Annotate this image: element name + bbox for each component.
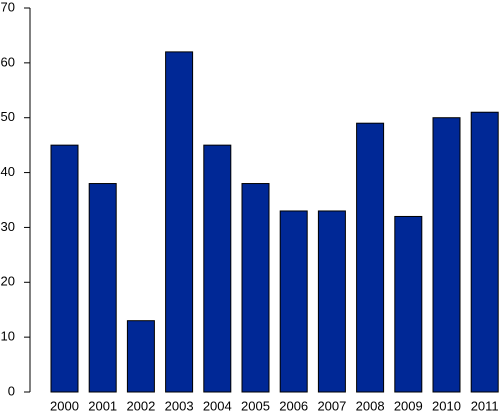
bar [279,210,308,393]
x-tick-label: 2002 [126,398,155,413]
x-tick-label: 2010 [432,398,461,413]
x-tick-label: 2008 [356,398,385,413]
y-tick-label: 0 [8,383,15,398]
bar [470,111,499,393]
x-tick-label: 2004 [203,398,232,413]
bar [50,144,79,393]
y-tick-label: 60 [1,54,15,69]
bar [432,117,461,393]
x-tick-label: 2006 [279,398,308,413]
y-tick-label: 10 [1,329,15,344]
y-tick-label: 50 [1,109,15,124]
x-tick-label: 2007 [317,398,346,413]
bar [356,122,385,393]
x-tick-label: 2001 [88,398,117,413]
x-tick-label: 2003 [165,398,194,413]
bar [241,183,270,393]
bar [394,215,423,393]
bar [88,183,117,393]
y-tick-label: 30 [1,219,15,234]
bar [203,144,232,393]
bar [165,51,194,393]
x-tick-label: 2005 [241,398,270,413]
x-tick-label: 2000 [50,398,79,413]
x-tick-label: 2011 [471,398,499,413]
y-tick-label: 70 [1,0,15,14]
bar [317,210,346,393]
y-tick-label: 20 [1,274,15,289]
x-tick-label: 2009 [394,398,423,413]
bar [126,320,155,393]
y-tick-label: 40 [1,164,15,179]
